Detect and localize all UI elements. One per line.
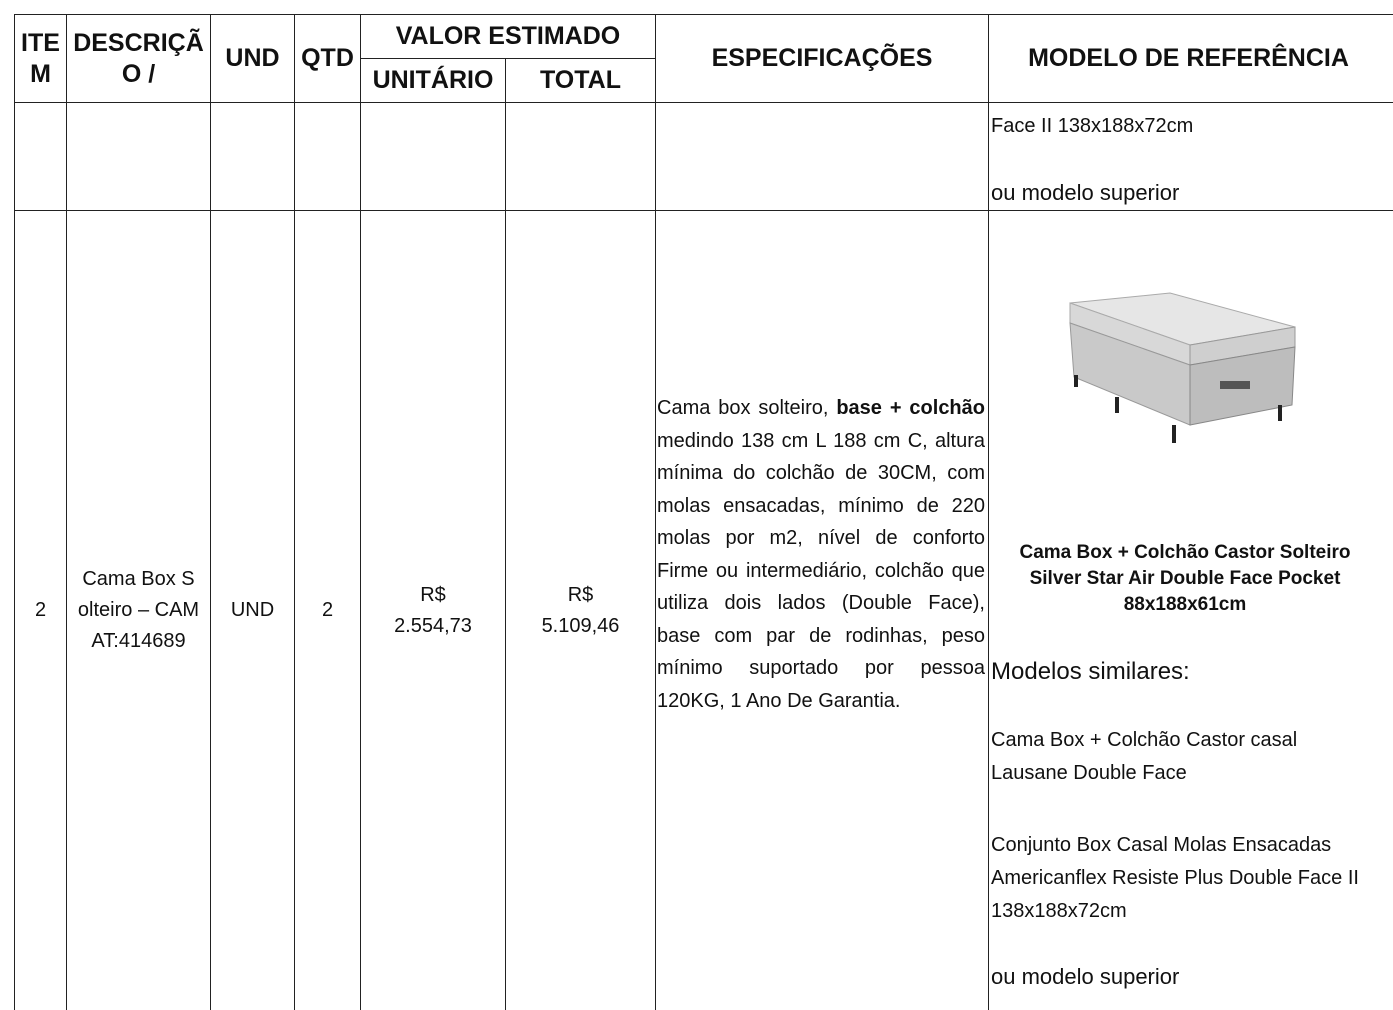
reference-closing: ou modelo superior — [991, 964, 1180, 989]
header-unit-price: UNITÁRIO — [360, 58, 505, 102]
total: R$ 5.109,46 — [541, 583, 620, 637]
specifications-cell — [655, 210, 988, 1010]
header-reference-model: MODELO DE REFERÊNCIA — [988, 14, 1393, 102]
unit-price-cell: R$ 2.554,73 — [360, 210, 505, 1010]
cell — [66, 102, 210, 210]
specifications: Cama box solteiro, base + colchão medind… — [657, 392, 985, 717]
similar-model: Conjunto Box Casal Molas Ensacadas Ameri… — [991, 834, 1359, 922]
header-unit: UND — [210, 14, 294, 102]
unit-cell: UND — [210, 210, 294, 1010]
cell — [505, 102, 655, 210]
unit-price: R$ 2.554,73 — [394, 583, 472, 637]
description: Cama Box Solteiro – CAMAT:414689 — [77, 568, 200, 652]
page: {"table": { "header": {"item": "ITEM", "… — [14, 14, 1393, 1010]
item: 2 — [34, 599, 47, 621]
cell — [655, 102, 988, 210]
specification-text: base + colchão — [836, 397, 985, 419]
header-description: DESCRIÇÃO / — [66, 14, 210, 102]
similar-heading: Modelos similares: — [991, 658, 1190, 685]
description-cell: Cama Box Solteiro – CAMAT:414689 — [66, 210, 210, 1010]
header-quantity: QTD — [294, 14, 360, 102]
cell — [210, 102, 294, 210]
quantity: 2 — [321, 599, 334, 621]
quantity-cell: 2 — [294, 210, 360, 1010]
specification-text: Cama box solteiro, — [657, 397, 837, 419]
reference-caption: Cama Box + Colchão Castor Solteiro Silve… — [1019, 542, 1351, 615]
item-cell: 2 — [14, 210, 66, 1010]
reference-cell — [988, 210, 1393, 1010]
header-estimated-value: VALOR ESTIMADO — [360, 14, 655, 58]
reference-text: Face II 138x188x72cm — [991, 115, 1194, 137]
specification-text: medindo 138 cm L 188 cm C, altura mínima… — [657, 429, 985, 712]
product-image — [1069, 292, 1296, 443]
similar-model: Cama Box + Colchão Castor casal Lausane … — [991, 729, 1298, 784]
cell — [14, 102, 66, 210]
header-item: ITEM — [14, 14, 66, 102]
cell — [294, 102, 360, 210]
header-specifications: ESPECIFICAÇÕES — [655, 14, 988, 102]
unit: UND — [230, 599, 275, 621]
cell — [360, 102, 505, 210]
reference-text: ou modelo superior — [991, 180, 1180, 205]
cell — [988, 102, 1393, 210]
total-cell: R$ 5.109,46 — [505, 210, 655, 1010]
header-total: TOTAL — [505, 58, 655, 102]
